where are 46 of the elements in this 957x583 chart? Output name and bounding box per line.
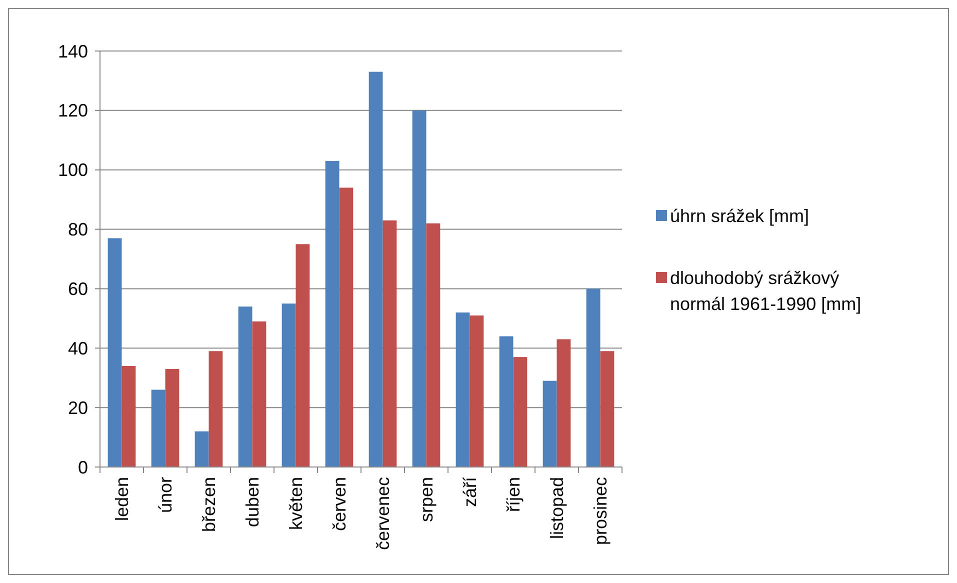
bar bbox=[470, 315, 484, 467]
bar bbox=[325, 160, 340, 467]
bar bbox=[194, 431, 209, 467]
x-tick-label: červenec bbox=[373, 477, 394, 550]
y-tick-label: 0 bbox=[78, 457, 88, 478]
bar bbox=[412, 110, 426, 467]
bar bbox=[586, 288, 600, 467]
x-tick-label: červen bbox=[330, 477, 350, 532]
bar bbox=[208, 351, 223, 467]
y-tick-label: 100 bbox=[58, 160, 88, 180]
bar bbox=[282, 304, 296, 467]
x-tick-label: březen bbox=[199, 477, 220, 532]
bar bbox=[296, 244, 310, 467]
x-tick-label: září bbox=[460, 477, 480, 508]
legend-label: dlouhodobý srážkový normál 1961-1990 [mm] bbox=[670, 268, 862, 314]
bar bbox=[382, 220, 397, 467]
bar bbox=[426, 223, 440, 467]
bar bbox=[513, 357, 528, 467]
y-tick-label: 120 bbox=[58, 100, 88, 121]
bar bbox=[122, 366, 136, 467]
bar bbox=[339, 188, 354, 467]
bar bbox=[542, 380, 557, 467]
y-tick-label: 140 bbox=[58, 41, 88, 62]
bar bbox=[456, 312, 470, 467]
y-tick-label: 20 bbox=[68, 398, 88, 418]
bar bbox=[368, 72, 383, 467]
bar bbox=[499, 336, 514, 467]
x-tick-label: leden bbox=[112, 477, 132, 522]
x-tick-label: říjen bbox=[504, 477, 524, 512]
x-tick-label: srpen bbox=[416, 477, 437, 522]
x-tick-label: únor bbox=[156, 477, 176, 514]
bar bbox=[238, 306, 252, 467]
bar bbox=[556, 339, 571, 467]
y-tick-label: 60 bbox=[68, 279, 88, 300]
x-tick-label: květen bbox=[286, 477, 306, 530]
x-tick-label: prosinec bbox=[590, 477, 611, 546]
bar bbox=[252, 321, 266, 467]
y-tick-label: 40 bbox=[68, 338, 88, 358]
bar bbox=[151, 390, 166, 467]
legend-label: úhrn srážek [mm] bbox=[670, 206, 810, 226]
x-tick-label: listopad bbox=[547, 477, 568, 540]
bar bbox=[600, 351, 614, 467]
x-tick-label: duben bbox=[242, 477, 263, 528]
bar bbox=[165, 368, 180, 467]
y-tick-label: 80 bbox=[68, 220, 88, 240]
bar bbox=[108, 238, 122, 467]
